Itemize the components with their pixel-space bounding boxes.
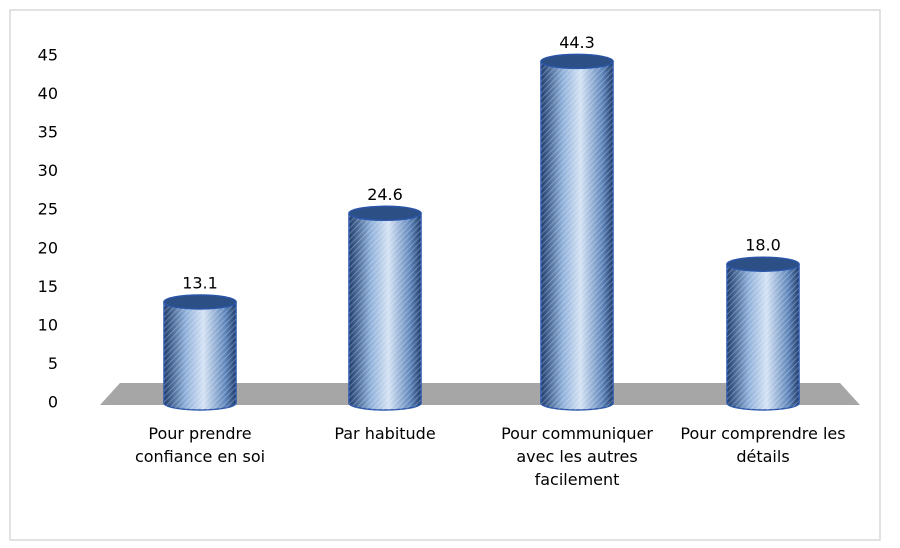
y-tick-label: 5 xyxy=(48,354,58,373)
y-tick-label: 35 xyxy=(38,123,58,142)
bar-top xyxy=(163,294,237,310)
bar-top xyxy=(540,53,614,70)
y-tick-label: 25 xyxy=(38,200,58,219)
y-tick-label: 10 xyxy=(38,315,58,334)
x-tick-label: Pour communiquer avec les autres facilem… xyxy=(501,424,653,489)
y-tick-label: 15 xyxy=(38,277,58,296)
y-tick-label: 20 xyxy=(38,238,58,257)
floor xyxy=(100,383,860,405)
chart-border xyxy=(9,9,881,541)
value-label: 44.3 xyxy=(559,33,595,52)
bar-hatch xyxy=(727,264,799,410)
y-tick-label: 40 xyxy=(38,84,58,103)
x-tick-label: Par habitude xyxy=(334,424,436,443)
value-label: 24.6 xyxy=(367,185,403,204)
x-tick-label: Pour comprendre les détails xyxy=(680,424,846,466)
x-tick-label: Pour prendre confiance en soi xyxy=(134,424,266,466)
value-label: 18.0 xyxy=(745,236,781,255)
bar-hatch xyxy=(541,61,613,411)
y-tick-label: 0 xyxy=(48,393,58,412)
y-tick-label: 30 xyxy=(38,161,58,180)
bar-top xyxy=(348,205,422,222)
bar-hatch xyxy=(349,213,421,410)
bar-top xyxy=(726,256,800,272)
y-tick-label: 45 xyxy=(38,46,58,65)
value-label: 13.1 xyxy=(182,273,218,292)
bar-hatch xyxy=(164,301,236,410)
